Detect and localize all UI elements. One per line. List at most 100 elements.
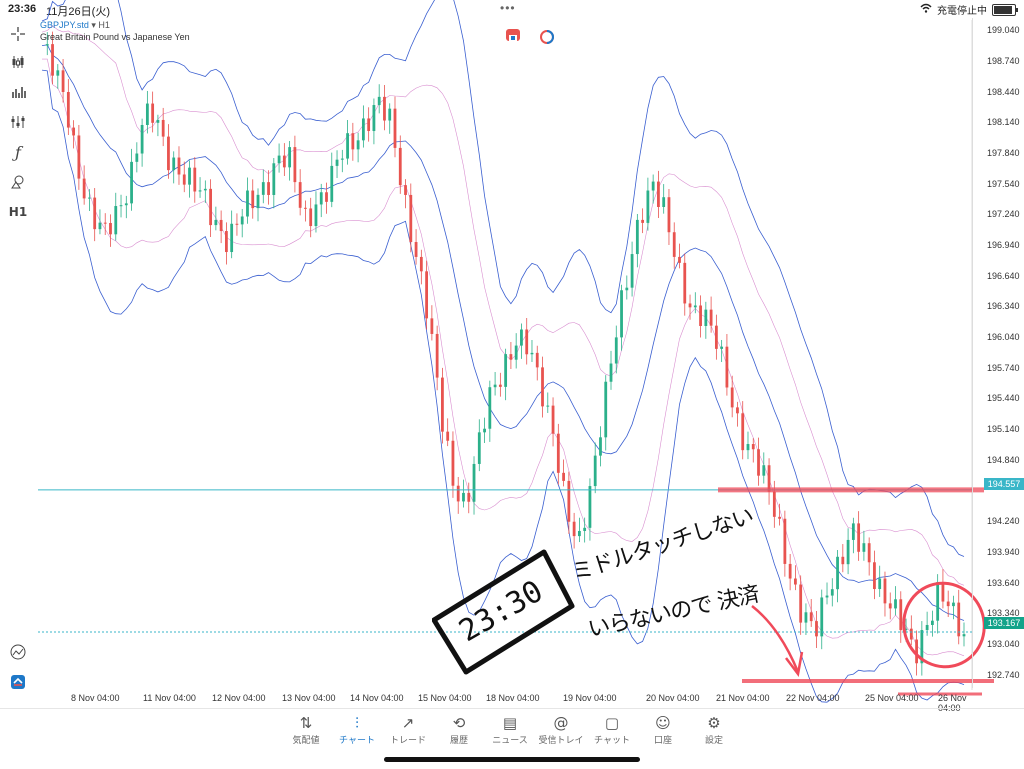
candle-body (282, 155, 286, 168)
time-axis[interactable]: 8 Nov 04:00 11 Nov 04:00 12 Nov 04:00 13 No… (36, 690, 972, 713)
chart-icon: ⫶ (355, 714, 359, 732)
price-tick-label: 198.440 (987, 86, 1020, 97)
candle-body (604, 381, 608, 438)
tab-history[interactable]: ⟲ 履歴 (431, 713, 487, 746)
candle-body (646, 190, 650, 223)
candle-body (51, 44, 54, 76)
candle-body (351, 133, 355, 150)
candle-body (456, 485, 460, 502)
price-tick-label: 197.540 (987, 178, 1020, 189)
candle-body (361, 118, 365, 141)
time-tick-label: 22 Nov 04:00 (786, 693, 840, 703)
time-tick-label: 25 Nov 04:00 (865, 693, 919, 703)
price-tick-label: 196.340 (987, 301, 1020, 312)
candle-body (483, 428, 486, 433)
candle-body (430, 318, 434, 334)
home-indicator[interactable] (384, 757, 640, 762)
candle-body (641, 219, 645, 223)
candle-body (541, 367, 544, 407)
tab-trade[interactable]: ↗ トレード (380, 713, 436, 746)
indicator-icon[interactable] (506, 29, 520, 41)
tab-label: 設定 (704, 736, 723, 746)
tab-bar: ⇅ 気配値 ⫶ チャート ↗ トレード ⟲ 履歴 ▤ ニュース @ 受信トレイ ▢ チャット ☺ 口座 ⚙ 設定 (0, 708, 1024, 769)
candle-body (114, 206, 118, 235)
candle-body (525, 329, 529, 355)
account-icon: ☺ (655, 714, 671, 732)
tab-quotes[interactable]: ⇅ 気配値 (278, 713, 334, 746)
candle-body (725, 346, 729, 388)
candle-body (346, 133, 349, 159)
price-chart[interactable] (0, 0, 1024, 708)
candle-body (372, 105, 376, 132)
candle-body (156, 119, 160, 123)
tab-inbox[interactable]: @ 受信トレイ (533, 713, 589, 746)
candle-body (920, 630, 924, 664)
crosshair-icon[interactable] (8, 24, 28, 44)
price-tick-label: 195.440 (987, 393, 1020, 404)
candle-body (883, 578, 887, 604)
oscillator-icon[interactable] (540, 29, 554, 44)
trend-icon[interactable] (8, 642, 28, 662)
price-tick-label: 196.640 (987, 270, 1020, 281)
candle-body (172, 157, 176, 171)
tab-news[interactable]: ▤ ニュース (482, 713, 538, 746)
candle-body (672, 232, 676, 257)
tab-settings[interactable]: ⚙ 設定 (686, 713, 742, 746)
symbol-name[interactable]: GBPJPY.std (40, 20, 89, 30)
candle-body (151, 103, 155, 123)
candle-body (946, 601, 950, 607)
candle-body (325, 192, 328, 202)
candle-body (820, 597, 824, 637)
candle-body (219, 219, 223, 232)
candle-body (140, 124, 144, 154)
objects-icon[interactable] (8, 172, 28, 192)
price-tick-label: 196.040 (987, 332, 1020, 343)
candlestick-icon[interactable] (8, 52, 28, 72)
candle-body (888, 603, 892, 609)
function-icon[interactable]: ƒ (15, 142, 21, 162)
price-axis[interactable]: 199.040 198.740 198.440 198.140 197.840 197.5… (972, 18, 1024, 688)
candle-body (356, 140, 360, 150)
candle-body (467, 492, 471, 502)
tab-chart[interactable]: ⫶ チャート (329, 713, 385, 746)
candle-body (925, 624, 929, 631)
time-tick-label: 21 Nov 04:00 (716, 693, 770, 703)
annotation-time-box: 23:30 (432, 548, 575, 675)
multitask-dots[interactable]: ••• (500, 1, 516, 15)
tab-label: チャット (594, 736, 630, 746)
candle-body (119, 205, 123, 207)
symbol-header[interactable]: GBPJPY.std ▾ H1 (40, 20, 110, 31)
tab-label: ニュース (492, 736, 528, 746)
candle-body (904, 628, 908, 631)
candle-body (952, 602, 955, 607)
price-tick-label: 194.240 (987, 516, 1020, 527)
candle-body (657, 181, 660, 207)
battery-icon (992, 3, 1018, 16)
candle-body (330, 165, 334, 202)
candle-body (757, 449, 760, 476)
candle-body (899, 599, 903, 631)
candle-body (261, 182, 265, 195)
tab-chat[interactable]: ▢ チャット (584, 713, 640, 746)
candle-body (620, 290, 623, 338)
timeframe-button[interactable]: H1 (8, 205, 28, 219)
candle-body (72, 127, 76, 136)
price-tick-label: 193.040 (987, 638, 1020, 649)
candle-body (288, 147, 292, 168)
bar-chart-icon[interactable] (8, 82, 28, 102)
marker-circle (902, 581, 986, 669)
indicators-icon[interactable] (8, 112, 28, 132)
candle-body (720, 346, 724, 349)
tab-account[interactable]: ☺ 口座 (635, 713, 691, 746)
symbol-timeframe[interactable]: ▾ H1 (91, 20, 110, 30)
quotes-icon: ⇅ (299, 714, 313, 732)
time-tick-label: 13 Nov 04:00 (282, 693, 336, 703)
candle-body (736, 407, 739, 414)
trade-icon: ↗ (401, 714, 415, 732)
candle-body (45, 44, 49, 46)
tab-label: 気配値 (292, 736, 320, 746)
candle-body (530, 352, 534, 355)
candle-body (88, 197, 91, 199)
candle-body (214, 219, 218, 226)
settings-icon: ⚙ (707, 714, 721, 732)
